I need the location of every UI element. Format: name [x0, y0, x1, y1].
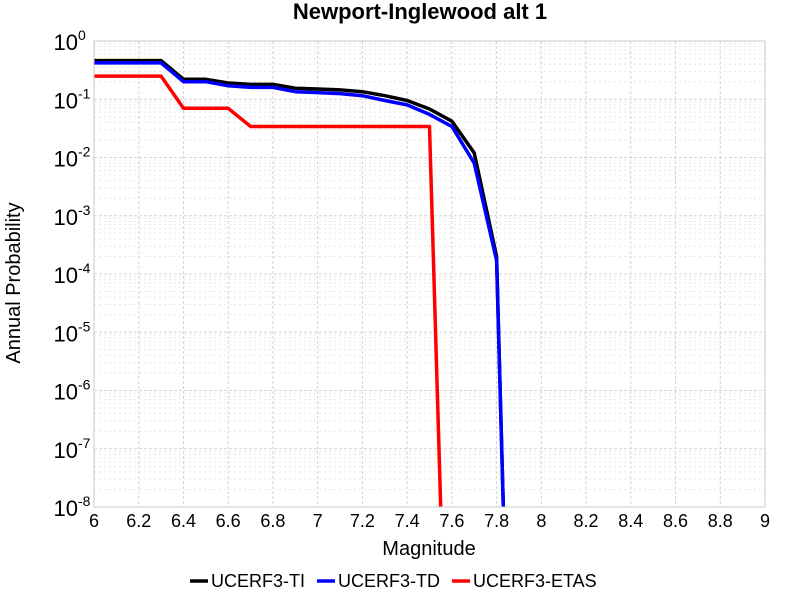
- y-tick-label: 10 -3: [54, 202, 91, 230]
- y-tick-label: 10 -8: [54, 493, 91, 521]
- legend-label: UCERF3-TD: [338, 571, 440, 591]
- chart-title: Newport-Inglewood alt 1: [293, 0, 547, 24]
- series-line-ucerf3-ti: [94, 58, 506, 508]
- y-axis-label: Annual Probability: [3, 202, 25, 363]
- x-tick-label: 8.4: [618, 511, 643, 531]
- y-tick-label: 10 -5: [54, 318, 91, 346]
- x-tick-label: 6.4: [171, 511, 196, 531]
- x-tick-label: 9: [760, 511, 770, 531]
- legend-label: UCERF3-ETAS: [473, 571, 597, 591]
- y-tick-label: 10 0: [54, 27, 86, 55]
- x-axis-ticks: 6 6.2 6.4 6.6 6.8 7 7.2 7.4 7.6 7.8 8 8.2 8.4 8.6 8.8 9: [89, 511, 770, 531]
- y-tick-exponent: 0: [78, 27, 86, 43]
- y-tick-exponent: -7: [78, 435, 91, 451]
- x-tick-label: 8.2: [574, 511, 599, 531]
- legend-item-ucerf3-etas: UCERF3-ETAS: [452, 571, 597, 591]
- series-lines: [94, 58, 506, 508]
- y-tick-label: 10 -2: [54, 144, 91, 172]
- y-tick-base: 10: [54, 88, 78, 113]
- x-tick-label: 8.6: [663, 511, 688, 531]
- y-tick-base: 10: [54, 263, 78, 288]
- x-tick-label: 6.6: [216, 511, 241, 531]
- y-tick-exponent: -5: [78, 318, 91, 334]
- y-tick-label: 10 -1: [54, 85, 91, 113]
- x-tick-label: 7.4: [395, 511, 420, 531]
- y-tick-exponent: -1: [78, 85, 91, 101]
- y-tick-base: 10: [54, 147, 78, 172]
- x-tick-label: 8.8: [708, 511, 733, 531]
- y-tick-base: 10: [54, 321, 78, 346]
- y-tick-exponent: -4: [78, 260, 91, 276]
- x-tick-label: 7.6: [439, 511, 464, 531]
- y-tick-label: 10 -6: [54, 377, 91, 405]
- y-tick-base: 10: [54, 496, 78, 521]
- x-tick-label: 7.2: [350, 511, 375, 531]
- legend-item-ucerf3-ti: UCERF3-TI: [190, 571, 305, 591]
- x-tick-label: 7: [313, 511, 323, 531]
- legend-label: UCERF3-TI: [211, 571, 305, 591]
- y-tick-base: 10: [54, 30, 78, 55]
- x-tick-label: 6: [89, 511, 99, 531]
- y-tick-label: 10 -4: [54, 260, 91, 288]
- legend-item-ucerf3-td: UCERF3-TD: [317, 571, 440, 591]
- y-tick-exponent: -6: [78, 377, 91, 393]
- x-axis-label: Magnitude: [382, 538, 475, 560]
- plot-frame: [93, 40, 766, 508]
- y-tick-base: 10: [54, 205, 78, 230]
- x-tick-label: 7.8: [484, 511, 509, 531]
- series-line-ucerf3-td: [94, 61, 506, 508]
- y-tick-exponent: -3: [78, 202, 91, 218]
- grid: [93, 40, 766, 508]
- x-tick-label: 8: [536, 511, 546, 531]
- y-tick-exponent: -2: [78, 144, 91, 160]
- x-tick-label: 6.8: [260, 511, 285, 531]
- legend: UCERF3-TI UCERF3-TD UCERF3-ETAS: [190, 571, 597, 591]
- series-line-ucerf3-etas: [94, 74, 443, 508]
- y-tick-label: 10 -7: [54, 435, 91, 463]
- y-tick-base: 10: [54, 438, 78, 463]
- y-tick-exponent: -8: [78, 493, 91, 509]
- y-tick-base: 10: [54, 380, 78, 405]
- x-tick-label: 6.2: [126, 511, 151, 531]
